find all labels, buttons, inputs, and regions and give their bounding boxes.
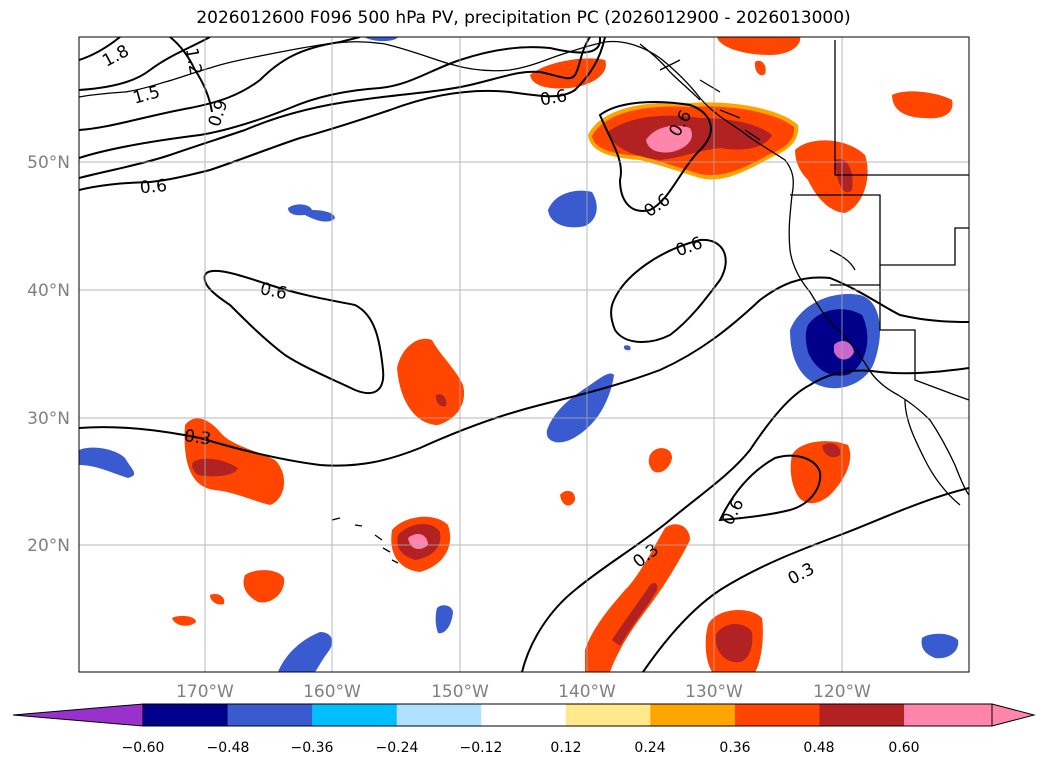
colorbar-outline: [142, 703, 993, 727]
colorbar-segment: [734, 704, 820, 726]
colorbar-tick: 0.60: [888, 740, 919, 756]
colorbar-tick: −0.60: [122, 740, 165, 756]
lon-label: 150°W: [431, 682, 489, 702]
lat-label: 20°N: [27, 536, 70, 556]
contour-label: 0.3: [183, 426, 213, 450]
colorbar-extend-high: [991, 703, 1036, 727]
colorbar-tick: 0.36: [719, 740, 750, 756]
contour-label: 0.6: [538, 86, 568, 110]
colorbar-tick: −0.48: [207, 740, 250, 756]
colorbar-segment: [396, 704, 482, 726]
lon-labels: 170°W 160°W 150°W 140°W 130°W 120°W: [176, 682, 871, 702]
colorbar-tick: −0.36: [291, 740, 334, 756]
colorbar-tick: 0.48: [803, 740, 834, 756]
colorbar-extend-low: [12, 703, 144, 727]
lon-label: 130°W: [685, 682, 743, 702]
colorbar-segment: [904, 704, 992, 726]
colorbar-segment: [143, 704, 229, 726]
colorbar-ticks: −0.60 −0.48 −0.36 −0.24 −0.12 0.12 0.24 …: [122, 740, 920, 756]
colorbar-tick: 0.12: [550, 740, 581, 756]
gridlines: [79, 37, 969, 672]
colorbar-tick: −0.12: [460, 740, 503, 756]
lat-labels: 50°N 40°N 30°N 20°N: [27, 153, 70, 556]
colorbar-segment: [227, 704, 313, 726]
lon-label: 160°W: [303, 682, 361, 702]
lon-label: 170°W: [176, 682, 234, 702]
colorbar-segment: [481, 704, 567, 726]
colorbar-tick: 0.24: [634, 740, 665, 756]
colorbar-tick: −0.24: [376, 740, 419, 756]
lat-label: 40°N: [27, 281, 70, 301]
colorbar-segment: [312, 704, 398, 726]
colorbar-segment: [565, 704, 651, 726]
lat-label: 50°N: [27, 153, 70, 173]
contour-label: 0.6: [139, 176, 168, 198]
colorbar-segment: [819, 704, 905, 726]
colorbar: [12, 703, 1036, 727]
lat-label: 30°N: [27, 409, 70, 429]
lon-label: 120°W: [813, 682, 871, 702]
pv-contours: [79, 37, 969, 672]
lon-label: 140°W: [558, 682, 616, 702]
colorbar-segment: [650, 704, 736, 726]
map-plot-area: 1.8 1.5 1.2 0.9 0.6 0.6 0.6 0.6 0.6 0.6 …: [79, 37, 969, 672]
coastlines: [79, 40, 969, 564]
map-frame: [78, 36, 970, 673]
map-title: 2026012600 F096 500 hPa PV, precipitatio…: [196, 8, 851, 28]
contour-label: 1.2: [181, 46, 205, 76]
